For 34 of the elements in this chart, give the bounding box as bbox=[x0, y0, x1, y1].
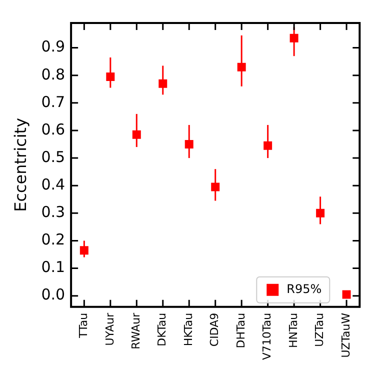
y-tick-label: 0.5 bbox=[41, 148, 66, 166]
y-tick-label: 0.3 bbox=[41, 203, 66, 222]
x-tick-label: V710Tau bbox=[260, 312, 274, 360]
x-tick-label: CIDA9 bbox=[208, 312, 222, 347]
point bbox=[80, 246, 88, 255]
y-tick-label: 0.9 bbox=[41, 38, 66, 56]
x-tick-label: HNTau bbox=[286, 312, 300, 348]
y-tick-label: 0.2 bbox=[41, 230, 66, 249]
point bbox=[132, 130, 141, 139]
x-tick-label: UYAur bbox=[103, 312, 116, 346]
y-tick-label: 0.7 bbox=[41, 92, 66, 111]
x-tick-label: HKTau bbox=[182, 312, 195, 346]
y-tick-label: 0.0 bbox=[41, 286, 66, 304]
point bbox=[158, 79, 168, 88]
x-tick-label: DHTau bbox=[234, 312, 248, 348]
y-tick-label: 0.6 bbox=[41, 120, 66, 138]
x-tick-label: RWAur bbox=[130, 312, 143, 350]
point bbox=[264, 141, 272, 150]
x-tick-label: UZTau bbox=[313, 312, 326, 347]
point bbox=[106, 72, 115, 81]
point bbox=[184, 140, 194, 149]
point bbox=[211, 182, 220, 192]
x-tick-label: DKTau bbox=[156, 312, 169, 346]
y-tick-label: 0.4 bbox=[41, 175, 66, 194]
y-tick-label: 0.8 bbox=[41, 65, 66, 84]
y-tick-label: 0.1 bbox=[41, 258, 66, 276]
legend-label: R95% bbox=[286, 282, 322, 296]
point bbox=[316, 208, 325, 218]
point bbox=[342, 290, 351, 299]
y-axis-title: Eccentricity bbox=[10, 118, 30, 212]
x-tick-label: UZTauW bbox=[339, 312, 352, 358]
point bbox=[237, 62, 246, 72]
point bbox=[290, 34, 298, 42]
x-tick-label: TTau bbox=[77, 312, 90, 340]
